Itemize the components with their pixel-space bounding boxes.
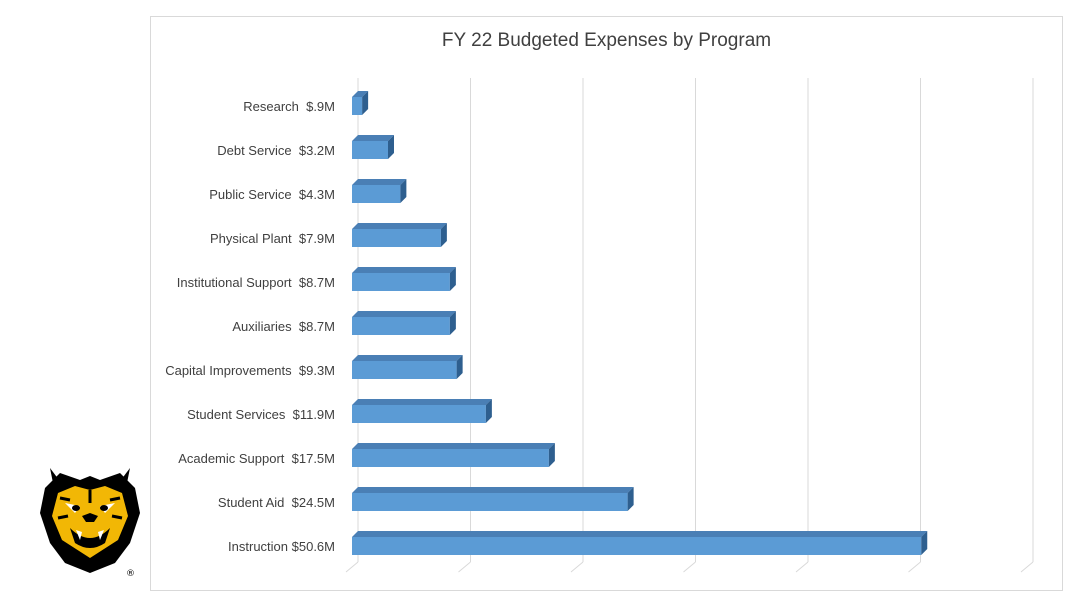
gridline-floor	[458, 561, 471, 573]
bar	[352, 97, 363, 115]
gridline-floor	[683, 561, 696, 573]
bar-side	[388, 135, 394, 159]
category-label: Student Services $11.9M	[187, 407, 335, 422]
bar-side	[921, 531, 928, 555]
bar	[352, 141, 388, 159]
svg-text:®: ®	[126, 569, 135, 578]
category-label: Academic Support $17.5M	[178, 451, 335, 466]
bar	[352, 537, 922, 555]
bar	[352, 405, 486, 423]
gridline-floor	[795, 561, 809, 573]
category-label: Student Aid $24.5M	[218, 495, 335, 510]
chart-title: FY 22 Budgeted Expenses by Program	[441, 30, 772, 51]
bar-top	[352, 487, 634, 493]
gridline-floor	[1020, 561, 1034, 573]
category-label: Research $.9M	[243, 99, 335, 114]
category-label: Instruction $50.6M	[228, 539, 335, 554]
bar-top	[352, 135, 394, 141]
category-label: Auxiliaries $8.7M	[232, 319, 335, 334]
bar	[352, 273, 450, 291]
bar-side	[440, 223, 447, 247]
category-label: Physical Plant $7.9M	[210, 231, 335, 246]
bar-side	[400, 179, 407, 203]
bar-top	[352, 399, 492, 405]
bar-top	[352, 91, 369, 97]
gridline-floor	[570, 561, 584, 573]
tiger-mascot-logo: ®	[40, 468, 140, 578]
bar	[352, 493, 628, 511]
bar-top	[352, 311, 456, 317]
category-label: Capital Improvements $9.3M	[165, 363, 335, 378]
bar	[352, 229, 441, 247]
bar-side	[627, 487, 634, 511]
category-label: Public Service $4.3M	[209, 187, 335, 202]
bar-top	[352, 443, 555, 449]
category-label: Debt Service $3.2M	[217, 143, 335, 158]
bar-side	[548, 443, 555, 467]
category-label: Institutional Support $8.7M	[177, 275, 335, 290]
bar-side	[449, 311, 456, 335]
bar-side	[485, 399, 492, 423]
bar	[352, 185, 401, 203]
bar-top	[352, 531, 928, 537]
bar-side	[362, 91, 369, 115]
bar-side	[449, 267, 456, 291]
gridline-floor	[345, 561, 359, 573]
bar-side	[456, 355, 463, 379]
bar	[352, 317, 450, 335]
bar	[352, 361, 457, 379]
gridline-floor	[908, 561, 921, 573]
bar-top	[352, 355, 463, 361]
bar-top	[352, 267, 456, 273]
bar	[352, 449, 549, 467]
bar-top	[352, 223, 447, 229]
bar-top	[352, 179, 407, 185]
